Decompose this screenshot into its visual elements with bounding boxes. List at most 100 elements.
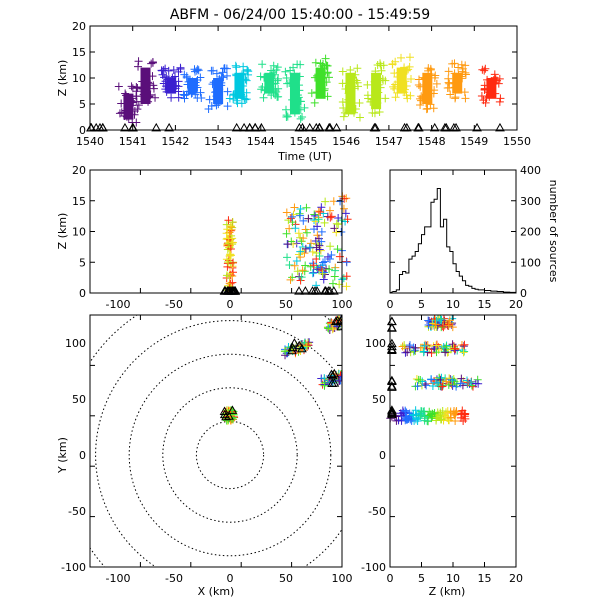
source-point: [375, 108, 384, 117]
source-point: [149, 84, 158, 93]
source-point: [327, 212, 336, 221]
yz-xlabel: Z (km): [429, 585, 466, 598]
source-point: [321, 54, 330, 63]
source-point: [311, 211, 320, 220]
station-marker: [256, 122, 267, 132]
source-point: [370, 109, 379, 118]
source-point: [159, 66, 168, 75]
source-point: [218, 68, 227, 77]
source-point: [228, 271, 237, 280]
source-point: [283, 240, 292, 249]
source-point: [274, 92, 283, 101]
source-point: [317, 237, 326, 246]
th-xlabel: Time (UT): [277, 150, 332, 163]
source-point: [454, 63, 463, 72]
tick-label: -100: [106, 298, 131, 311]
source-point: [192, 66, 201, 75]
station-marker: [228, 286, 239, 295]
station-marker: [402, 122, 412, 132]
source-point: [228, 258, 237, 267]
source-point: [326, 213, 335, 222]
source-point: [133, 105, 142, 114]
source-point: [344, 319, 352, 327]
source-point: [297, 273, 306, 282]
source-point: [460, 340, 469, 349]
source-point: [461, 94, 470, 103]
source-point: [282, 74, 291, 83]
source-point: [446, 375, 455, 384]
source-point: [222, 220, 231, 229]
source-point: [422, 105, 431, 114]
source-point: [222, 64, 231, 73]
tick-label: -50: [165, 298, 183, 311]
source-point: [338, 67, 347, 76]
source-point: [456, 379, 465, 388]
tick-label: 100: [365, 337, 386, 350]
source-point: [481, 98, 490, 107]
source-column: [396, 67, 407, 94]
tick-label: 10: [72, 72, 86, 85]
source-point: [343, 215, 352, 224]
source-column: [486, 78, 497, 99]
figure-title: ABFM - 06/24/00 15:40:00 - 15:49:59: [170, 7, 430, 23]
source-point: [432, 79, 441, 88]
source-column: [264, 72, 275, 94]
source-point: [467, 378, 476, 387]
source-point: [452, 379, 461, 388]
source-point: [406, 74, 415, 83]
station-marker: [224, 411, 234, 420]
source-point: [274, 84, 283, 93]
source-point: [222, 71, 231, 80]
tick-label: 20: [72, 164, 86, 177]
source-point: [324, 324, 333, 333]
source-point: [292, 239, 301, 248]
source-point: [434, 345, 443, 354]
source-column: [140, 67, 151, 104]
source-point: [442, 342, 451, 351]
source-column: [345, 72, 356, 115]
source-point: [321, 197, 330, 206]
source-point: [302, 203, 311, 212]
station-marker: [325, 122, 335, 132]
source-point: [197, 94, 206, 103]
source-point: [313, 222, 322, 231]
source-point: [167, 93, 176, 102]
source-point: [420, 341, 429, 350]
tick-label: 50: [279, 298, 293, 311]
tick-label: -50: [368, 505, 386, 518]
station-marker: [336, 321, 342, 331]
source-point: [431, 320, 440, 329]
source-point: [299, 234, 308, 243]
source-point: [436, 314, 445, 323]
station-marker: [413, 122, 424, 132]
source-point: [446, 345, 455, 354]
station-marker: [222, 286, 233, 295]
source-point: [449, 408, 458, 417]
tick-label: 0: [379, 449, 386, 462]
tick-label: 1544: [247, 135, 275, 148]
source-point: [355, 113, 364, 122]
station-marker: [244, 122, 255, 132]
source-point: [442, 377, 451, 386]
source-point: [239, 62, 248, 71]
source-point: [332, 228, 341, 237]
source-point: [285, 261, 294, 270]
source-point: [428, 319, 437, 328]
source-point: [320, 381, 329, 390]
source-point: [413, 382, 422, 391]
source-point: [296, 60, 305, 69]
source-point: [424, 64, 433, 73]
source-column: [213, 78, 224, 104]
source-point: [478, 65, 487, 74]
source-point: [338, 373, 342, 375]
source-point: [134, 57, 143, 66]
source-column: [234, 72, 245, 99]
source-point: [346, 312, 354, 320]
source-point: [223, 225, 232, 234]
tick-label: 10: [446, 572, 460, 585]
source-point: [286, 275, 295, 284]
source-point: [307, 89, 316, 98]
station-marker: [297, 122, 308, 132]
source-point: [169, 66, 178, 75]
